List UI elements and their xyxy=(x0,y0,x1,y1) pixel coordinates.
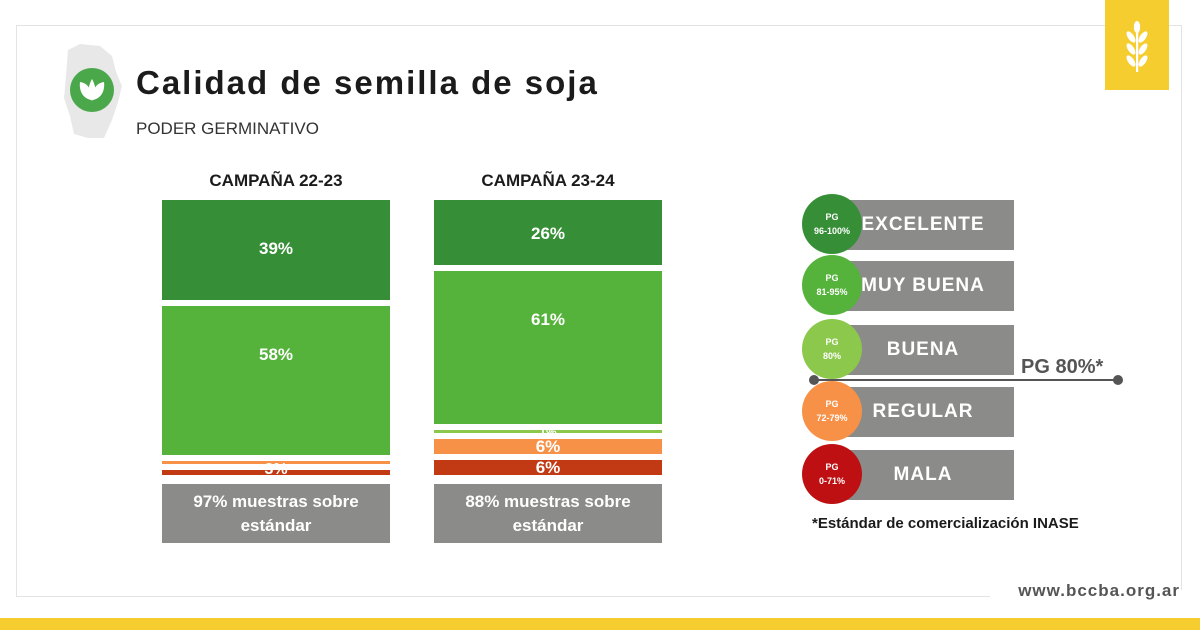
bottom-band xyxy=(0,618,1200,630)
legend-box xyxy=(832,450,1014,500)
stacked-bar-23-24: 26% 61% 1% 6% 6% xyxy=(434,200,662,478)
legend-swatch: PG 80% xyxy=(802,319,862,379)
legend-label: EXCELENTE xyxy=(861,214,985,235)
bar-segment-muy-buena xyxy=(162,306,390,456)
pg-range: 81-95% xyxy=(816,287,848,297)
legend-label: BUENA xyxy=(886,339,960,360)
data-label: 6% xyxy=(535,458,561,478)
data-label: 26% xyxy=(530,223,566,243)
brand-badge xyxy=(1105,0,1169,90)
pg-label: PG xyxy=(825,273,839,283)
legend-swatch: PG 72-79% xyxy=(802,381,862,441)
legend-muy-buena: MUY BUENA PG 81-95% xyxy=(802,255,1014,315)
data-label: 1% xyxy=(539,424,557,439)
bar-segment-excelente xyxy=(434,200,662,266)
bar-segment-mala xyxy=(162,470,390,476)
pg-label: PG xyxy=(825,337,839,347)
legend-box xyxy=(832,325,1014,375)
legend-swatch: PG 81-95% xyxy=(802,255,862,315)
website-link[interactable]: www.bccba.org.ar xyxy=(1018,581,1180,600)
bar-segment-mala xyxy=(434,460,662,476)
legend-label: REGULAR xyxy=(872,401,974,422)
bar-segment-regular xyxy=(162,461,390,465)
legend-label: MUY BUENA xyxy=(861,275,985,296)
data-label: 6% xyxy=(535,437,561,457)
pg-label: PG xyxy=(825,212,839,222)
threshold-label: PG 80%* xyxy=(1021,356,1104,378)
data-label: 3% xyxy=(264,461,288,478)
wheat-icon xyxy=(1126,21,1148,72)
bar-segment-muy-buena xyxy=(434,271,662,425)
legend-regular: REGULAR PG 72-79% xyxy=(802,381,1014,441)
legend-mala: MALA PG 0-71% xyxy=(802,444,1014,504)
legend-box xyxy=(832,261,1014,311)
legend-excelente: EXCELENTE PG 96-100% xyxy=(802,194,1014,254)
legend-swatch: PG 96-100% xyxy=(802,194,862,254)
threshold-dot xyxy=(809,375,819,385)
threshold-dot xyxy=(1113,375,1123,385)
page-subtitle: PODER GERMINATIVO xyxy=(136,119,319,138)
data-label: 58% xyxy=(258,345,294,365)
frame-gap xyxy=(990,590,1190,602)
threshold-line xyxy=(814,379,1118,381)
bar-segment-excelente xyxy=(162,200,390,301)
stacked-bar-22-23: 39% 58% 3% xyxy=(162,200,390,478)
legend-swatch: PG 0-71% xyxy=(802,444,862,504)
pg-label: PG xyxy=(825,462,839,472)
pg-range: 80% xyxy=(822,351,841,361)
content-frame xyxy=(16,25,1182,597)
leaf-icon xyxy=(70,68,114,112)
summary-box: 97% muestras sobre estándar xyxy=(162,484,390,543)
footnote: *Estándar de comercialización INASE xyxy=(812,515,1079,532)
legend-buena: BUENA PG 80% xyxy=(802,319,1014,379)
summary-box: 88% muestras sobre estándar xyxy=(434,484,662,543)
page-title: Calidad de semilla de soja xyxy=(136,64,599,101)
campaign-heading: CAMPAÑA 23-24 xyxy=(481,171,615,190)
legend-box xyxy=(832,387,1014,437)
bar-segment-regular xyxy=(434,439,662,455)
legend-box xyxy=(832,200,1014,250)
legend-label: MALA xyxy=(893,464,953,485)
campaign-heading: CAMPAÑA 22-23 xyxy=(209,171,343,190)
data-label: 39% xyxy=(258,239,294,258)
bar-segment-buena xyxy=(434,430,662,434)
pg-label: PG xyxy=(825,399,839,409)
data-label: 61% xyxy=(530,310,566,330)
pg-range: 72-79% xyxy=(816,413,848,423)
pg-range: 96-100% xyxy=(813,226,851,236)
pg-range: 0-71% xyxy=(818,476,845,486)
